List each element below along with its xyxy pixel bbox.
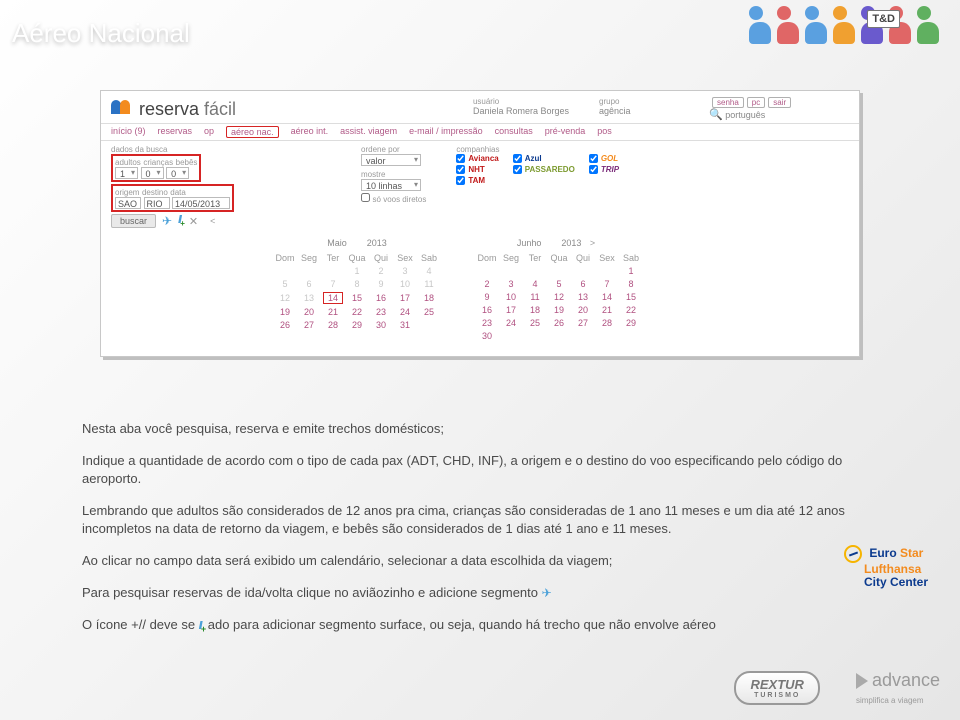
inline-plane-icon: ✈ — [542, 586, 552, 600]
order-label: ordene por — [361, 145, 426, 154]
date-input[interactable]: 14/05/2013 — [172, 197, 230, 209]
cal-left-year: 2013 — [367, 238, 387, 248]
airline-azul[interactable]: Azul — [513, 154, 575, 163]
menu-item[interactable]: pos — [597, 126, 612, 138]
dest-input[interactable]: RIO — [144, 197, 170, 209]
add-surface-icon[interactable]: //+ — [178, 214, 183, 228]
language-select[interactable]: português — [725, 110, 765, 120]
copy-p6a: O ícone +// deve se — [82, 617, 195, 632]
companies-label: companhias — [456, 145, 619, 154]
group-value: agência — [599, 106, 631, 116]
menu-item[interactable]: início (9) — [111, 126, 146, 138]
route-highlight: origem destino data SAO RIO 14/05/2013 — [111, 184, 234, 212]
user-label: usuário — [473, 97, 569, 106]
show-select[interactable]: 10 linhas — [361, 179, 421, 191]
rextur-logo: REXTUR TURISMO — [734, 671, 819, 705]
copy-p6b: ado para adicionar segmento surface, ou … — [208, 617, 716, 632]
slide-title: Aéreo Nacional — [12, 18, 190, 49]
menu-item[interactable]: e-mail / impressão — [409, 126, 483, 138]
copy-p2: Indique a quantidade de acordo com o tip… — [82, 452, 882, 488]
td-badge: T&D — [867, 10, 900, 28]
menu-item[interactable]: pré-venda — [545, 126, 586, 138]
copy-p5: Para pesquisar reservas de ida/volta cli… — [82, 585, 538, 600]
advance-arrow-icon — [856, 673, 868, 689]
menu-item[interactable]: consultas — [495, 126, 533, 138]
calendars: Maio 2013 DomSegTerQuaQuiSexSab123456789… — [101, 232, 859, 356]
airline-gol[interactable]: GOL — [589, 154, 619, 163]
menu-item[interactable]: reservas — [158, 126, 193, 138]
order-block: ordene por valor mostre 10 linhas só voo… — [361, 145, 426, 212]
children-label: crianças — [143, 158, 173, 167]
infants-input[interactable]: 0 — [166, 167, 189, 179]
airline-passaredo[interactable]: PASSAREDO — [513, 165, 575, 174]
inline-surface-icon: //+ — [199, 620, 204, 632]
show-label: mostre — [361, 170, 426, 179]
app-screenshot: reserva fácil usuárioDaniela Romera Borg… — [100, 90, 860, 357]
group-label: grupo — [599, 97, 679, 106]
cal-right-month: Junho — [517, 238, 542, 248]
lufthansa-logo: Euro Star Lufthansa City Center — [844, 545, 928, 588]
airline-tam[interactable]: TAM — [456, 176, 498, 185]
lufthansa-crane-icon — [844, 545, 862, 563]
cal-right-year: 2013 — [561, 238, 581, 248]
cal-prev[interactable]: < — [204, 216, 221, 226]
search-button[interactable]: buscar — [111, 214, 156, 228]
pill-senha[interactable]: senha — [712, 97, 744, 108]
airline-trip[interactable]: TRIP — [589, 165, 619, 174]
instruction-copy: Nesta aba você pesquisa, reserva e emite… — [82, 420, 882, 649]
copy-p4: Ao clicar no campo data será exibido um … — [82, 552, 882, 570]
app-logo: reserva fácil — [111, 98, 236, 120]
calendar-right[interactable]: Junho 2013 > DomSegTerQuaQuiSexSab123456… — [473, 238, 645, 344]
logo-icon — [111, 98, 133, 120]
order-select[interactable]: valor — [361, 154, 421, 166]
rextur-sub: TURISMO — [750, 692, 803, 699]
direct-label: só voos diretos — [373, 195, 427, 204]
children-input[interactable]: 0 — [141, 167, 164, 179]
footer-logos: REXTUR TURISMO advance simplifica a viag… — [734, 670, 940, 706]
section-label: dados da busca — [111, 145, 331, 154]
dest-label: destino — [142, 188, 168, 197]
menu-item[interactable]: aéreo int. — [291, 126, 329, 138]
add-segment-plane-icon[interactable]: ✈ — [162, 214, 172, 228]
decorative-people — [746, 6, 942, 44]
lh-city: City Center — [864, 575, 928, 589]
user-value: Daniela Romera Borges — [473, 106, 569, 116]
advance-text: advance — [872, 670, 940, 690]
direct-checkbox[interactable] — [361, 193, 370, 202]
advance-sub: simplifica a viagem — [856, 696, 924, 705]
logo-text-bold: reserva — [139, 99, 199, 119]
date-label: data — [170, 188, 186, 197]
pill-sair[interactable]: sair — [768, 97, 791, 108]
search-icon[interactable]: 🔍 — [709, 109, 723, 121]
clear-icon[interactable]: ✕ — [189, 215, 198, 228]
origin-input[interactable]: SAO — [115, 197, 141, 209]
main-menu: início (9) reservas op aéreo nac. aéreo int.… — [101, 123, 859, 141]
copy-p3: Lembrando que adultos são considerados d… — [82, 502, 882, 538]
lh-star: Star — [897, 546, 924, 560]
advance-logo: advance simplifica a viagem — [856, 670, 940, 706]
menu-item[interactable]: aéreo nac. — [226, 126, 279, 138]
airlines-block: companhias Avianca Azul GOL NHT PASSARED… — [456, 145, 619, 212]
search-data-block: dados da busca adultos crianças bebês 1 … — [111, 145, 331, 212]
pax-count-highlight: adultos crianças bebês 1 0 0 — [111, 154, 201, 182]
user-block: usuárioDaniela Romera Borges grupoagênci… — [473, 97, 849, 121]
origin-label: origem — [115, 188, 139, 197]
rextur-text: REXTUR — [750, 677, 803, 692]
adults-label: adultos — [115, 158, 141, 167]
cal-next[interactable]: > — [584, 238, 601, 248]
infants-label: bebês — [176, 158, 198, 167]
copy-p1: Nesta aba você pesquisa, reserva e emite… — [82, 420, 882, 438]
pill-pc[interactable]: pc — [747, 97, 765, 108]
airline-avianca[interactable]: Avianca — [456, 154, 498, 163]
airline-nht[interactable]: NHT — [456, 165, 498, 174]
menu-item[interactable]: op — [204, 126, 214, 138]
menu-item[interactable]: assist. viagem — [340, 126, 397, 138]
cal-left-month: Maio — [327, 238, 347, 248]
adults-input[interactable]: 1 — [115, 167, 138, 179]
logo-text-light: fácil — [199, 99, 236, 119]
calendar-left[interactable]: Maio 2013 DomSegTerQuaQuiSexSab123456789… — [271, 238, 443, 344]
lh-euro: Euro — [869, 546, 896, 560]
